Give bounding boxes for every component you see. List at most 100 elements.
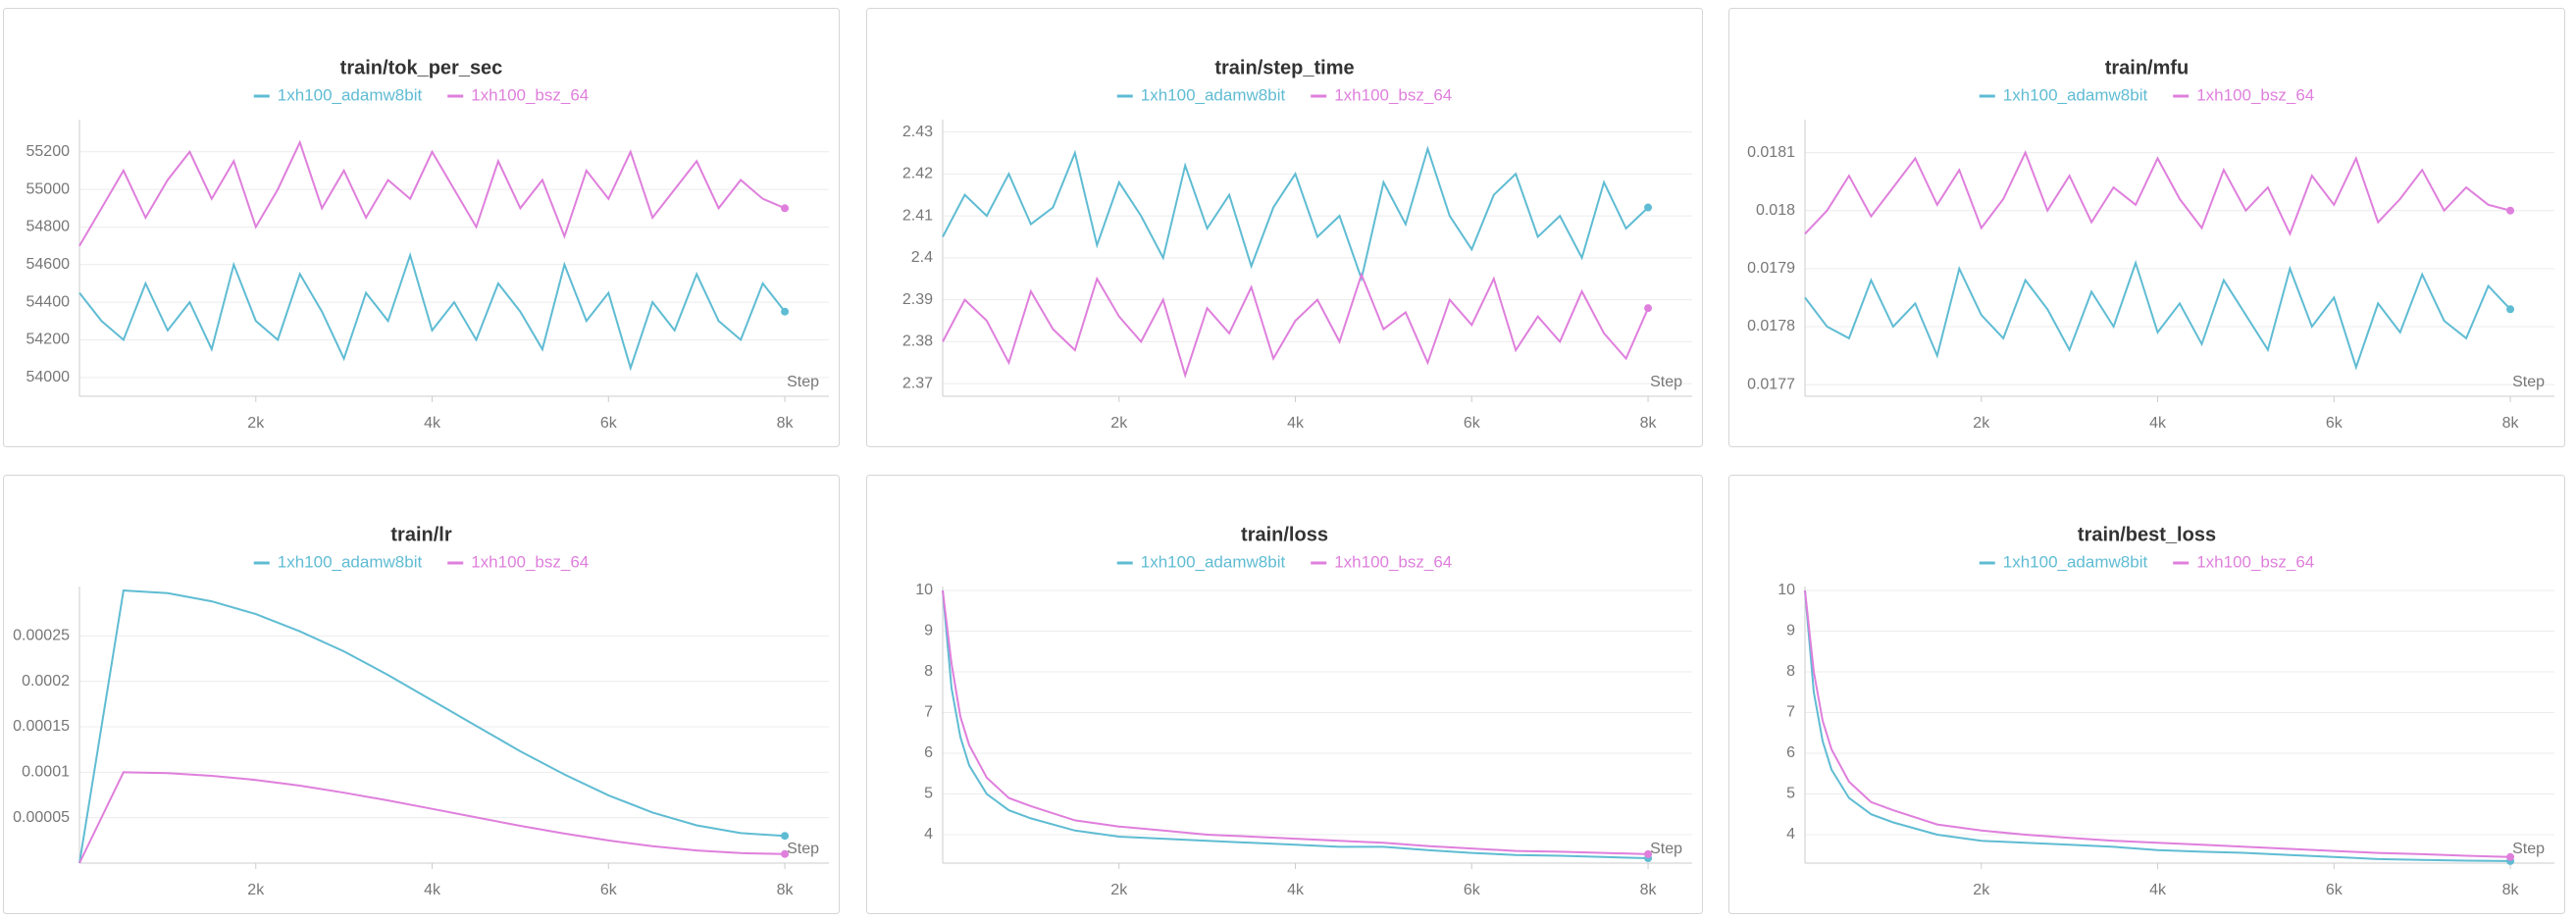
end-point — [2506, 305, 2515, 314]
chart-title: train/loss — [1241, 524, 1328, 545]
panel-frame — [3, 8, 840, 447]
chart-title: train/lr — [390, 524, 451, 545]
legend: 1xh100_adamw8bit 1xh100_bsz_64 — [253, 85, 589, 104]
y-tick-label: 54200 — [26, 332, 71, 348]
x-tick-label: 4k — [424, 415, 441, 432]
series-line — [942, 145, 1649, 282]
y-tick-label: 2.38 — [902, 333, 933, 350]
x-tick-label: 4k — [424, 882, 441, 898]
y-tick-label: 10 — [915, 582, 933, 598]
end-point — [781, 849, 790, 858]
legend-label: 1xh100_adamw8bit — [278, 552, 423, 571]
legend-label: 1xh100_bsz_64 — [2196, 85, 2314, 104]
y-tick-label: 8 — [924, 663, 933, 680]
chart-panel: train/mfu 1xh100_adamw8bit 1xh100_bsz_64 0.… — [1728, 8, 2565, 447]
x-tick-label: 8k — [2502, 415, 2520, 432]
series-line — [78, 139, 786, 247]
legend-label: 1xh100_bsz_64 — [2196, 552, 2314, 571]
y-tick-label: 54000 — [26, 369, 71, 385]
legend-label: 1xh100_bsz_64 — [471, 85, 589, 104]
y-tick-label: 2.41 — [902, 207, 933, 224]
x-axis-label: Step — [787, 841, 819, 857]
x-tick-label: 4k — [1287, 882, 1305, 898]
x-tick-label: 8k — [1640, 415, 1658, 432]
end-point — [1644, 304, 1653, 313]
y-tick-label: 9 — [1786, 623, 1795, 639]
x-axis-label: Step — [1650, 374, 1682, 390]
y-tick-label: 2.37 — [902, 375, 933, 391]
x-tick-label: 6k — [600, 415, 618, 432]
x-tick-label: 6k — [1464, 415, 1481, 432]
end-point — [781, 204, 790, 213]
y-tick-label: 0.0002 — [22, 673, 70, 690]
y-tick-label: 0.0178 — [1747, 318, 1795, 334]
panel-frame — [866, 8, 1703, 447]
series-line — [942, 589, 1649, 855]
end-point — [781, 832, 790, 841]
y-tick-label: 54800 — [26, 219, 71, 235]
y-tick-label: 5 — [1786, 786, 1795, 802]
y-tick-label: 0.0177 — [1747, 376, 1795, 392]
x-tick-label: 6k — [2326, 415, 2344, 432]
y-tick-label: 54600 — [26, 256, 71, 273]
y-tick-label: 0.0001 — [22, 764, 70, 781]
y-tick-label: 0.0179 — [1747, 260, 1795, 277]
panel-frame — [1728, 475, 2565, 914]
x-tick-label: 2k — [1973, 415, 1990, 432]
y-tick-label: 10 — [1777, 582, 1795, 598]
series-line — [1804, 589, 2511, 862]
legend-label: 1xh100_adamw8bit — [278, 85, 423, 104]
y-tick-label: 0.00015 — [13, 718, 70, 735]
x-tick-label: 8k — [777, 415, 795, 432]
chart-title: train/tok_per_sec — [340, 57, 503, 78]
series-line — [942, 272, 1650, 379]
x-tick-label: 4k — [2149, 415, 2167, 432]
y-tick-label: 4 — [924, 826, 933, 843]
x-axis-label: Step — [1650, 841, 1682, 857]
y-tick-label: 5 — [924, 786, 933, 802]
x-tick-label: 2k — [1973, 882, 1990, 898]
end-point — [2506, 206, 2515, 215]
series-line — [1804, 150, 2511, 236]
x-axis-label: Step — [787, 374, 819, 390]
legend: 1xh100_adamw8bit 1xh100_bsz_64 — [1116, 552, 1452, 571]
y-tick-label: 7 — [1786, 704, 1795, 721]
panel-frame — [1728, 8, 2565, 447]
chart-panel: train/loss 1xh100_adamw8bit 1xh100_bsz_64 4… — [866, 475, 1703, 914]
y-tick-label: 0.00025 — [13, 628, 70, 644]
y-tick-label: 6 — [1786, 744, 1795, 761]
y-tick-label: 2.39 — [902, 291, 933, 308]
legend: 1xh100_adamw8bit 1xh100_bsz_64 — [1116, 85, 1452, 104]
x-tick-label: 2k — [1110, 415, 1128, 432]
chart-title: train/mfu — [2105, 57, 2190, 78]
y-tick-label: 2.43 — [902, 124, 933, 140]
y-tick-label: 54400 — [26, 293, 71, 310]
legend-label: 1xh100_adamw8bit — [2003, 552, 2148, 571]
end-point — [1644, 203, 1653, 212]
x-tick-label: 2k — [247, 882, 265, 898]
x-tick-label: 8k — [2502, 882, 2520, 898]
series-line — [78, 251, 786, 372]
series-line — [78, 771, 786, 864]
x-tick-label: 6k — [1464, 882, 1481, 898]
legend-label: 1xh100_bsz_64 — [471, 552, 589, 571]
x-tick-label: 8k — [777, 882, 795, 898]
x-tick-label: 4k — [1287, 415, 1305, 432]
legend-label: 1xh100_bsz_64 — [1334, 85, 1452, 104]
y-tick-label: 6 — [924, 744, 933, 761]
x-tick-label: 2k — [247, 415, 265, 432]
chart-panel: train/step_time 1xh100_adamw8bit 1xh100_bs… — [866, 8, 1703, 447]
legend-label: 1xh100_adamw8bit — [2003, 85, 2148, 104]
chart-title: train/best_loss — [2078, 524, 2216, 545]
y-tick-label: 2.42 — [902, 166, 933, 182]
chart-title: train/step_time — [1214, 57, 1354, 78]
legend-label: 1xh100_adamw8bit — [1141, 85, 1286, 104]
y-tick-label: 8 — [1786, 663, 1795, 680]
y-tick-label: 4 — [1786, 826, 1795, 843]
series-line — [942, 589, 1649, 859]
end-point — [1644, 849, 1653, 858]
end-point — [2506, 852, 2515, 861]
chart-panel: train/lr 1xh100_adamw8bit 1xh100_bsz_64 0.0… — [3, 475, 840, 914]
